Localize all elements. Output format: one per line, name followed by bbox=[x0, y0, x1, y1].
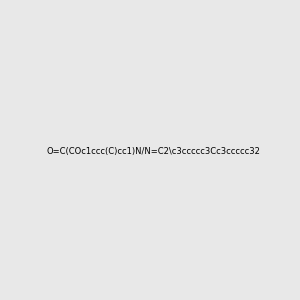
Text: O=C(COc1ccc(C)cc1)N/N=C2\c3ccccc3Cc3ccccc32: O=C(COc1ccc(C)cc1)N/N=C2\c3ccccc3Cc3cccc… bbox=[47, 147, 261, 156]
